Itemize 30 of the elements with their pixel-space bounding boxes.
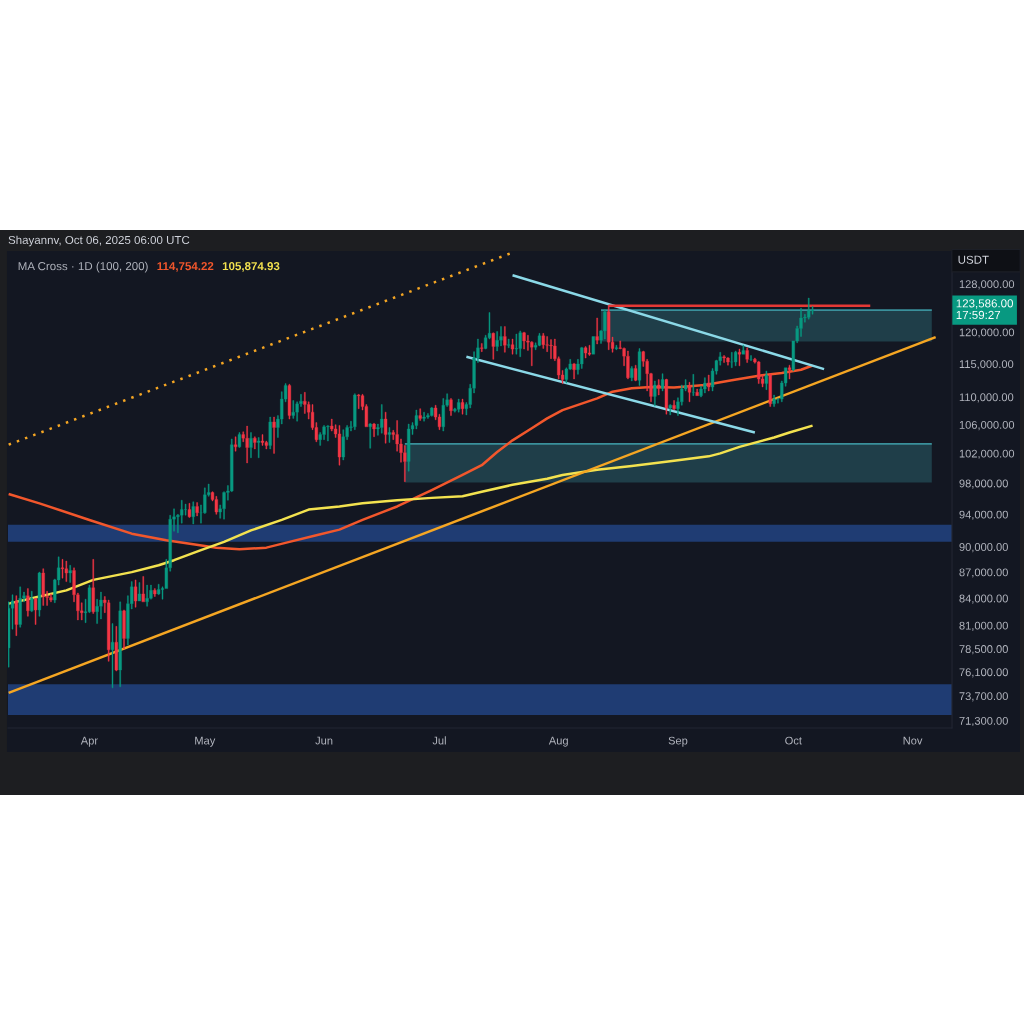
y-tick-label: 90,000.00 [959, 543, 1008, 553]
y-tick-label: 84,000.00 [959, 594, 1008, 604]
x-tick-label: Nov [903, 736, 923, 745]
text: Shayannv, Oct 06, 2025 06:00 UTC [8, 235, 190, 247]
y-tick-label: 128,000.00 [959, 280, 1015, 290]
y-tick-label: 76,100.00 [959, 668, 1008, 678]
y-tick-label: 102,000.00 [959, 449, 1015, 459]
x-tick-label: Oct [785, 736, 802, 745]
text: 114,754.22 [157, 262, 214, 272]
y-tick-label: 94,000.00 [959, 510, 1008, 520]
y-tick-label: 73,700.00 [959, 692, 1008, 702]
y-axis-title: USDT [958, 255, 989, 264]
x-tick-label: Jul [432, 736, 446, 745]
x-tick-label: Sep [668, 736, 688, 747]
text: 123,586.00 17:59:27 [956, 299, 1014, 320]
legend-title: MA Cross · 1D (100, 200) [18, 261, 148, 273]
x-tick-label: May [195, 736, 216, 747]
x-tick-label: Apr [80, 736, 98, 747]
x-tick-label: Jun [315, 736, 333, 745]
x-tick-label: Aug [548, 736, 568, 747]
y-tick-label: 71,300.00 [959, 716, 1008, 727]
y-tick-label: 106,000.00 [959, 420, 1015, 431]
y-tick-label: 78,500.00 [959, 645, 1008, 655]
y-tick-label: 81,000.00 [959, 621, 1008, 631]
y-tick-label: 87,000.00 [959, 568, 1008, 578]
y-tick-label: 98,000.00 [959, 479, 1008, 489]
y-tick-label: 120,000.00 [959, 328, 1015, 338]
y-tick-label: 115,000.00 [959, 360, 1014, 370]
text: 105,874.93 [222, 262, 280, 272]
y-tick-label: 110,000.00 [959, 393, 1014, 403]
